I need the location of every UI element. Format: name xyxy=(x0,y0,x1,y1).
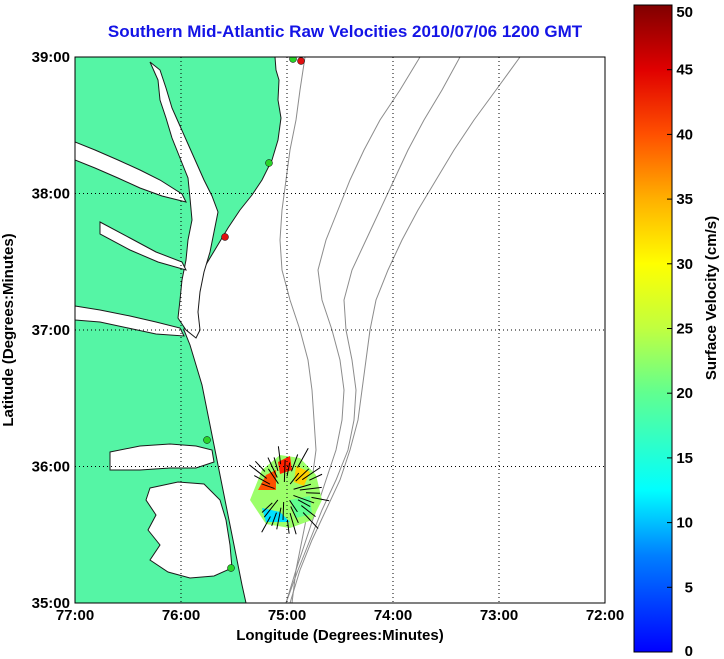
y-tick-label: 37:00 xyxy=(32,322,70,339)
x-tick-label: 72:00 xyxy=(586,607,624,624)
colorbar-tick-label: 35 xyxy=(676,191,693,208)
colorbar-tick-label: 10 xyxy=(676,515,693,532)
velocity-arrow xyxy=(267,457,278,478)
velocity-arrow xyxy=(267,468,279,484)
colorbar-tick-label: 50 xyxy=(676,4,693,21)
x-axis-label: Longitude (Degrees:Minutes) xyxy=(236,627,444,644)
x-tick-label: 73:00 xyxy=(480,607,518,624)
velocity-arrow xyxy=(311,496,330,502)
colorbar-tick-label: 40 xyxy=(676,126,693,143)
colorbar-tick-label: 20 xyxy=(676,385,693,402)
x-tick-label: 75:00 xyxy=(268,607,306,624)
map-title: Southern Mid-Atlantic Raw Velocities 201… xyxy=(107,22,583,41)
colorbar-tick-label: 45 xyxy=(676,62,693,79)
colorbar xyxy=(633,4,673,653)
velocity-arrow xyxy=(254,475,271,485)
velocity-arrow xyxy=(293,494,315,504)
y-tick-label: 39:00 xyxy=(32,49,70,66)
bathymetry-contour xyxy=(285,57,461,603)
colorbar-tick-label: 5 xyxy=(685,579,693,596)
x-tick-label: 76:00 xyxy=(162,607,200,624)
albemarle-sound xyxy=(109,443,215,471)
velocity-arrow xyxy=(291,454,299,472)
station-marker-active xyxy=(265,159,273,167)
velocity-arrow xyxy=(289,513,297,535)
velocity-arrow xyxy=(289,472,300,485)
velocity-arrow xyxy=(254,460,266,472)
velocity-arrow xyxy=(271,512,277,526)
station-marker-active xyxy=(289,57,297,63)
velocity-arrow xyxy=(277,446,282,465)
velocity-arrow xyxy=(297,499,311,507)
colorbar-label: Surface Velocity (cm/s) xyxy=(703,216,720,380)
velocity-arrow xyxy=(261,483,275,490)
station-marker-inactive xyxy=(221,233,229,241)
velocity-arrow xyxy=(261,502,273,513)
velocity-arrow xyxy=(276,507,282,530)
rappahannock-river xyxy=(99,221,187,271)
velocity-arrows xyxy=(249,446,330,535)
velocity-arrow xyxy=(309,473,323,481)
velocity-arrow xyxy=(249,464,267,479)
station-marker-active xyxy=(227,564,235,572)
velocity-arrow xyxy=(293,483,312,490)
velocity-arrow xyxy=(289,500,298,513)
james-river xyxy=(75,305,185,337)
potomac-river xyxy=(75,141,187,203)
x-tick-label: 74:00 xyxy=(374,607,412,624)
velocity-arrow xyxy=(299,486,322,491)
velocity-arrow xyxy=(297,448,309,468)
velocity-arrow xyxy=(302,512,319,529)
velocity-arrow xyxy=(283,460,286,483)
bathymetry-contour xyxy=(289,57,521,603)
y-tick-label: 38:00 xyxy=(32,186,70,203)
colorbar-tick-label: 15 xyxy=(676,450,693,467)
velocity-arrow xyxy=(290,506,299,524)
y-tick-label: 36:00 xyxy=(32,459,70,476)
velocity-arrow xyxy=(301,466,321,481)
colorbar-tick-label: 25 xyxy=(676,321,693,338)
plot-frame xyxy=(74,56,606,604)
y-tick-label: 35:00 xyxy=(32,595,70,612)
y-axis-label: Latitude (Degrees:Minutes) xyxy=(0,233,17,426)
colorbar-tick-label: 0 xyxy=(685,643,693,659)
velocity-arrow xyxy=(273,457,279,471)
velocity-arrow xyxy=(263,499,279,518)
velocity-arrow xyxy=(301,505,316,518)
x-tick-label: 77:00 xyxy=(56,607,94,624)
colorbar-tick-label: 30 xyxy=(676,256,693,273)
station-marker-active xyxy=(203,436,211,444)
velocity-arrow xyxy=(286,519,290,534)
pamlico-sound xyxy=(145,481,233,579)
grid xyxy=(75,57,605,603)
velocity-arrow xyxy=(286,462,291,477)
station-marker-inactive xyxy=(297,57,305,65)
velocity-arrow xyxy=(261,516,271,533)
velocity-arrow xyxy=(295,468,310,482)
velocity-arrow xyxy=(282,501,285,521)
